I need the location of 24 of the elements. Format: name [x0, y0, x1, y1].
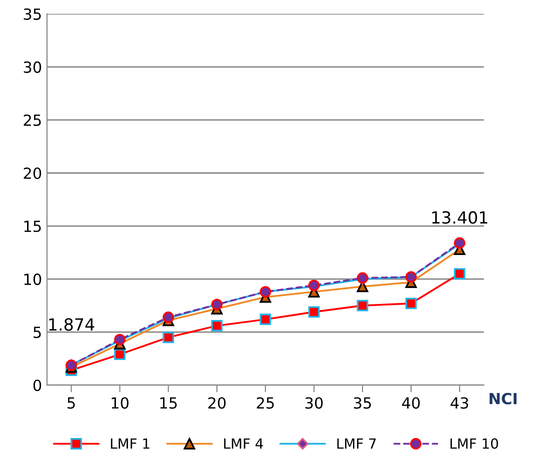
annotation: 13.401	[432, 211, 488, 224]
x-tick-label: 20	[208, 397, 226, 409]
y-tick-label: 0	[33, 380, 42, 392]
x-tick-label: 40	[402, 397, 420, 409]
y-tick-label: 5	[34, 326, 41, 338]
x-tick-label: 5	[68, 397, 75, 409]
y-tick-label: 25	[24, 114, 41, 126]
x-tick-label: 43	[450, 397, 468, 409]
x-tick-label: 35	[354, 397, 371, 409]
x-tick-label: 15	[160, 397, 177, 409]
y-tick-label: 20	[24, 167, 42, 180]
legend-label: LMF 7	[337, 438, 376, 449]
legend-label: LMF 10	[450, 438, 498, 449]
y-tick-label: 10	[24, 274, 42, 286]
annotation: 1.874	[49, 318, 94, 331]
legend-label: LMF 4	[224, 438, 263, 449]
legend-label: LMF 1	[110, 438, 150, 449]
x-tick-label: 25	[256, 397, 274, 409]
x-tick-label: 30	[305, 397, 323, 409]
y-tick-label: 35	[24, 8, 41, 20]
y-tick-label: 15	[24, 220, 41, 232]
x-axis-title: NCI	[490, 392, 517, 404]
x-tick-label: 10	[112, 397, 129, 409]
y-tick-label: 30	[24, 61, 42, 73]
